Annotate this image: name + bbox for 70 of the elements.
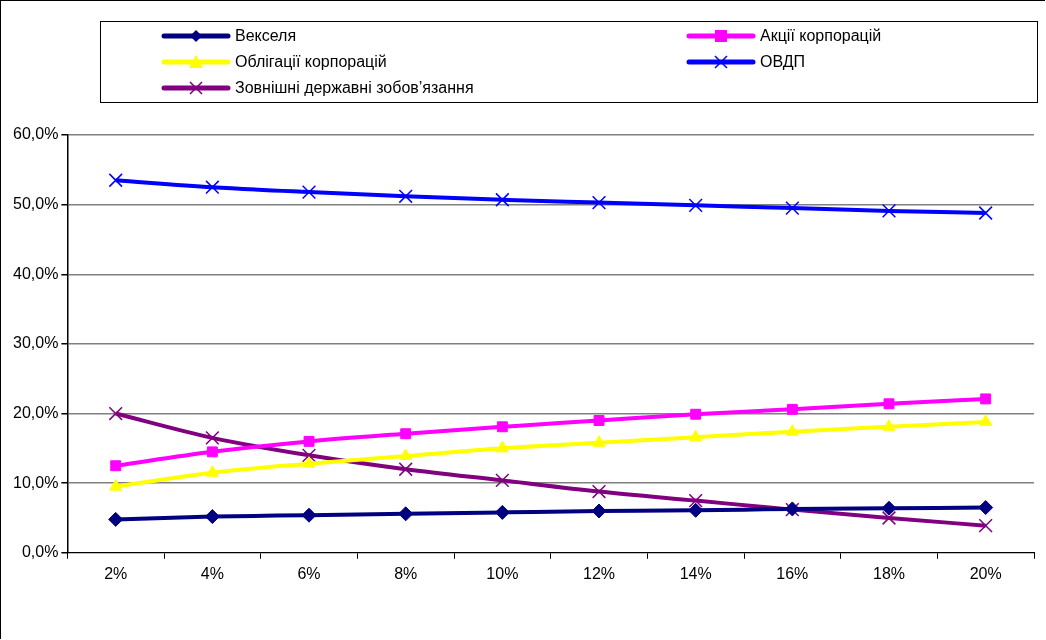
point — [881, 500, 897, 516]
point — [205, 430, 220, 446]
point — [690, 408, 702, 420]
x-tick-label: 2% — [104, 564, 128, 582]
y-tick-label: 30,0% — [12, 334, 59, 352]
point — [882, 419, 896, 431]
y-tick-label: 10,0% — [12, 473, 59, 491]
point — [302, 456, 316, 468]
legend-label: Векселя — [235, 27, 297, 45]
point — [205, 180, 220, 195]
point — [303, 435, 315, 447]
legend-label: Зовнішні державні зобов’язання — [235, 79, 474, 97]
point — [495, 192, 510, 207]
point — [494, 504, 510, 520]
point — [979, 414, 993, 426]
y-tick-label: 60,0% — [12, 125, 59, 143]
x-tick-label: 14% — [679, 564, 712, 582]
point — [400, 428, 412, 440]
point — [591, 195, 607, 210]
legend-label: ОВДП — [760, 53, 806, 71]
point — [301, 507, 317, 523]
point — [495, 440, 509, 453]
point — [398, 462, 413, 477]
point — [206, 446, 218, 458]
point — [301, 184, 317, 200]
point — [108, 173, 123, 188]
x-tick-label: 16% — [776, 564, 809, 582]
point — [204, 509, 220, 525]
point — [495, 473, 510, 488]
point — [978, 500, 994, 516]
point — [883, 398, 895, 410]
x-tick-label: 10% — [486, 564, 519, 582]
legend-label: Акції корпорацій — [760, 27, 882, 45]
y-tick-label: 50,0% — [12, 195, 59, 213]
point — [398, 189, 413, 204]
point — [785, 424, 799, 436]
point — [688, 198, 703, 213]
point — [593, 415, 605, 426]
point — [591, 484, 607, 499]
point — [881, 203, 897, 219]
point — [110, 460, 122, 472]
y-tick-label: 40,0% — [12, 264, 59, 282]
point — [688, 502, 704, 518]
point — [785, 201, 800, 216]
x-tick-label: 20% — [969, 564, 1002, 582]
point — [108, 406, 123, 421]
x-tick-label: 18% — [872, 564, 906, 582]
point — [786, 403, 798, 415]
y-tick-label: 0,0% — [21, 543, 59, 561]
x-tick-label: 6% — [297, 564, 321, 582]
point — [301, 448, 317, 463]
point — [689, 429, 703, 442]
point — [398, 506, 414, 522]
point — [399, 448, 413, 461]
point — [978, 205, 993, 221]
point — [881, 510, 897, 526]
point — [592, 435, 606, 447]
point — [591, 503, 607, 519]
point — [978, 518, 993, 533]
point — [688, 493, 703, 508]
legend-label: Облігації корпорацій — [235, 53, 387, 71]
x-tick-label: 4% — [200, 564, 224, 582]
x-tick-label: 12% — [583, 564, 616, 582]
point — [496, 421, 508, 433]
y-tick-label: 20,0% — [12, 403, 59, 421]
point — [108, 511, 124, 527]
point — [980, 393, 992, 405]
point — [109, 479, 123, 491]
point — [205, 465, 219, 477]
x-tick-label: 8% — [394, 564, 418, 582]
